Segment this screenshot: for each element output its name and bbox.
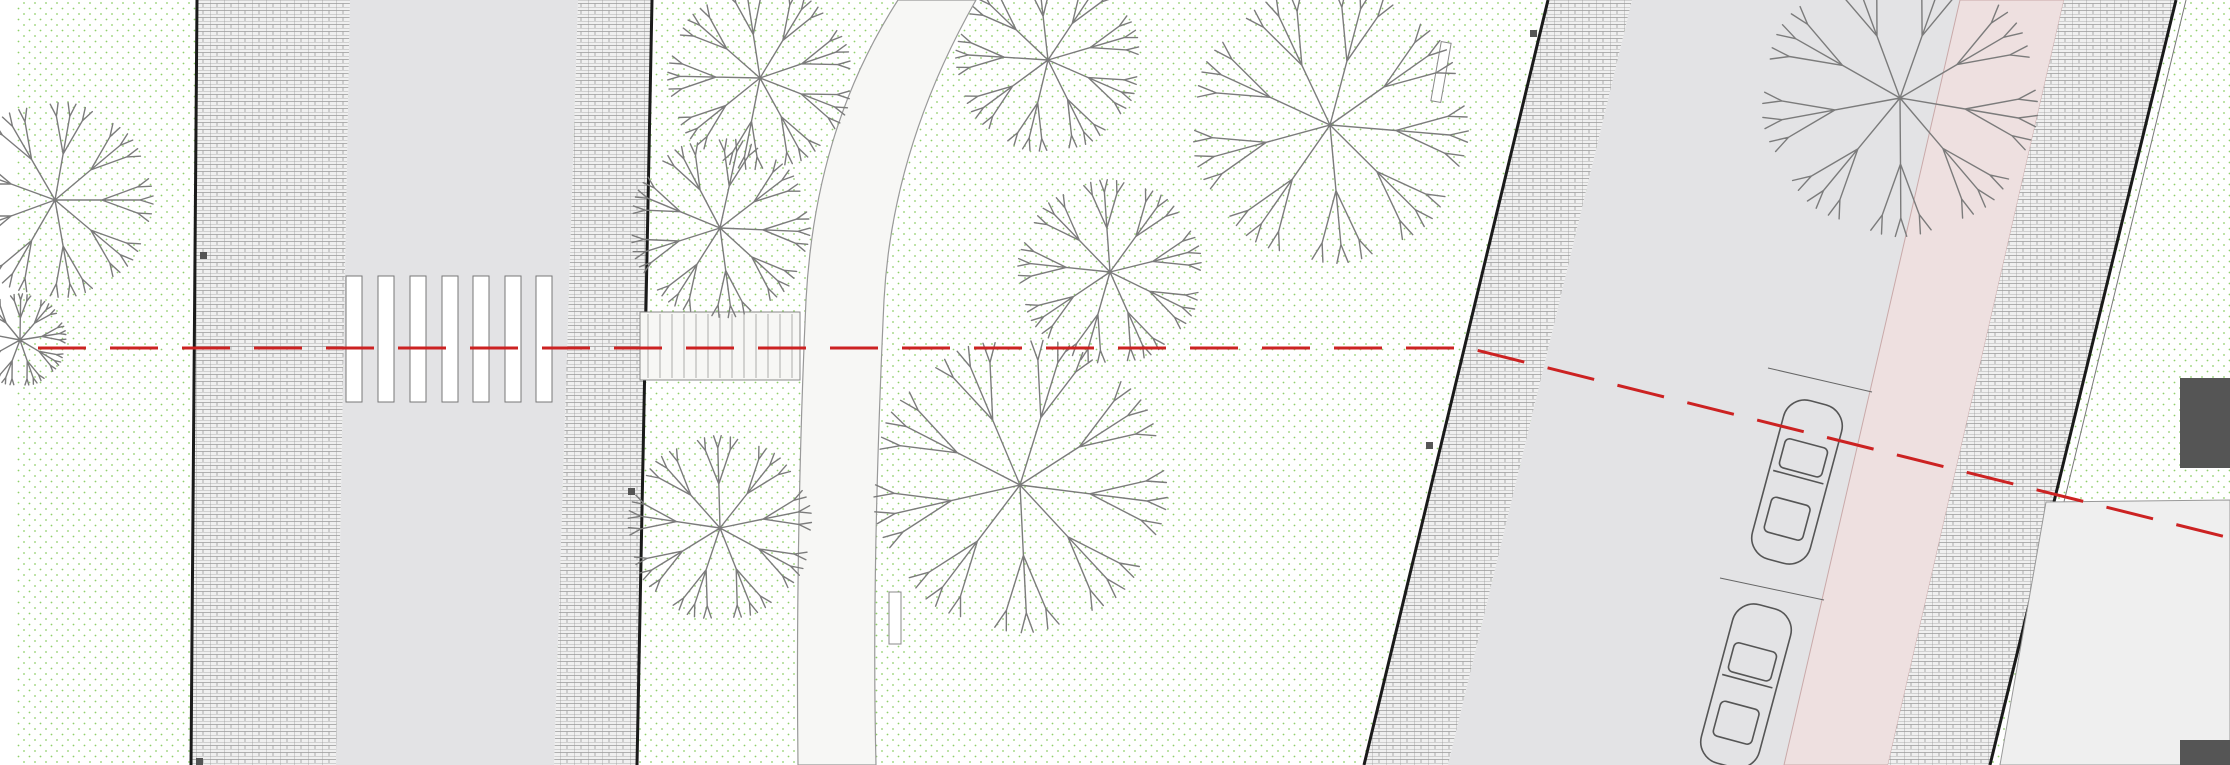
curved-footpath — [796, 0, 977, 765]
car-icon — [1699, 603, 1793, 765]
parking-lines — [1719, 367, 1873, 601]
right-curb-east — [1988, 0, 2178, 765]
tree-icon — [667, 0, 851, 171]
left-curb-west — [189, 0, 199, 765]
tree-icon — [0, 102, 154, 298]
footpath-crossing — [639, 311, 801, 381]
tree-icon — [1017, 179, 1202, 364]
tree-icon — [1193, 0, 1469, 264]
right-sidewalk-east — [1888, 0, 2176, 765]
building-block — [2180, 740, 2230, 765]
left-curb-east — [635, 0, 654, 765]
tree-icon — [955, 0, 1140, 152]
crosswalk-stripes — [345, 275, 553, 403]
left-sidewalk-east — [554, 0, 652, 765]
building-block — [2180, 378, 2230, 468]
left-sidewalk-west — [190, 0, 350, 765]
right-curb-west — [1362, 0, 1550, 765]
right-sidewalk-west — [1364, 0, 1632, 765]
right-lot — [1999, 499, 2230, 765]
bench-icon — [888, 591, 902, 645]
survey-markers — [196, 30, 1537, 765]
car-icon — [1750, 399, 1844, 565]
tree-icon — [627, 435, 813, 619]
section-cut-line — [38, 346, 2230, 540]
tree-icon — [0, 293, 67, 386]
bike-lane — [1783, 0, 2065, 765]
tree-icon — [873, 339, 1168, 634]
trees-layer — [0, 0, 2039, 634]
tree-icon — [631, 138, 811, 319]
right-road — [1448, 0, 2000, 765]
tree-icon — [1762, 0, 2039, 238]
